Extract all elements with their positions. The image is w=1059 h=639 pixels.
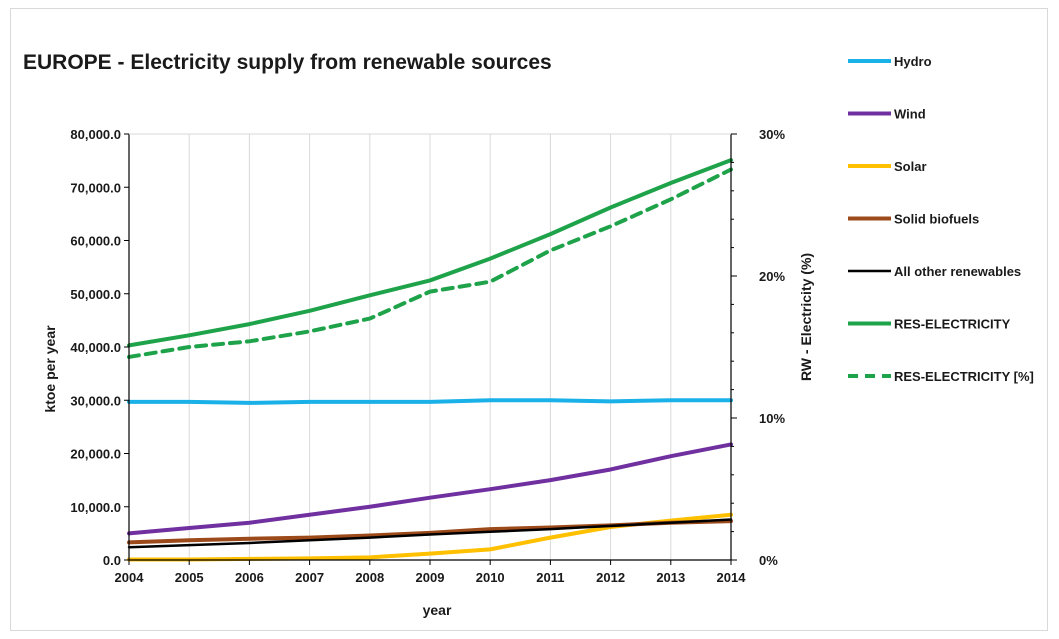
x-tick-label: 2009 <box>416 570 445 585</box>
line-chart: EUROPE - Electricity supply from renewab… <box>23 51 1034 618</box>
y-tick-label: 60,000.0 <box>70 234 121 249</box>
x-tick-label: 2007 <box>295 570 324 585</box>
y-tick-label: 40,000.0 <box>70 340 121 355</box>
legend-label: RES-ELECTRICITY <box>894 317 1011 332</box>
y-axis-label: ktoe per year <box>42 325 58 413</box>
legend-label: Wind <box>894 107 926 122</box>
y2-tick-label: 30% <box>759 127 785 142</box>
x-tick-label: 2004 <box>115 570 145 585</box>
series-lines <box>127 158 733 562</box>
y-tick-label: 50,000.0 <box>70 287 121 302</box>
legend-label: RES-ELECTRICITY [%] <box>894 369 1034 384</box>
y2-axis-label: RW - Electricity (%) <box>798 253 814 381</box>
x-tick-label: 2012 <box>596 570 625 585</box>
legend-label: Solar <box>894 159 927 174</box>
x-tick-label: 2006 <box>235 570 264 585</box>
y-tick-label: 80,000.0 <box>70 127 121 142</box>
series-line-wind <box>127 442 733 536</box>
legend-label: Hydro <box>894 54 932 69</box>
chart-title: EUROPE - Electricity supply from renewab… <box>23 51 552 74</box>
y2-tick-label: 10% <box>759 411 785 426</box>
axes: 0.0 10,000.0 20,000.0 30,000.0 40,000.0 50,00… <box>70 127 785 585</box>
series-line-res-electricity <box>127 158 733 348</box>
chart-frame: EUROPE - Electricity supply from renewab… <box>10 8 1048 631</box>
series-line-all-other-renewables <box>127 518 733 549</box>
y-tick-label: 10,000.0 <box>70 500 121 515</box>
legend: Hydro Wind Solar Solid biofuels All other re… <box>848 54 1034 384</box>
x-axis-label: year <box>423 602 452 618</box>
x-tick-label: 2008 <box>355 570 384 585</box>
x-tick-label: 2013 <box>656 570 685 585</box>
y-tick-label: 70,000.0 <box>70 180 121 195</box>
y-tick-label: 0.0 <box>103 553 121 568</box>
series-line-hydro <box>127 398 733 405</box>
y-tick-label: 30,000.0 <box>70 393 121 408</box>
y2-tick-label: 20% <box>759 269 785 284</box>
x-tick-label: 2011 <box>536 570 564 585</box>
x-tick-label: 2010 <box>476 570 505 585</box>
y2-tick-label: 0% <box>759 553 778 568</box>
legend-label: All other renewables <box>894 264 1021 279</box>
x-tick-label: 2005 <box>175 570 204 585</box>
series-line-res-electricity <box>127 167 733 359</box>
x-tick-label: 2014 <box>717 570 747 585</box>
y-tick-label: 20,000.0 <box>70 447 121 462</box>
legend-label: Solid biofuels <box>894 212 979 227</box>
